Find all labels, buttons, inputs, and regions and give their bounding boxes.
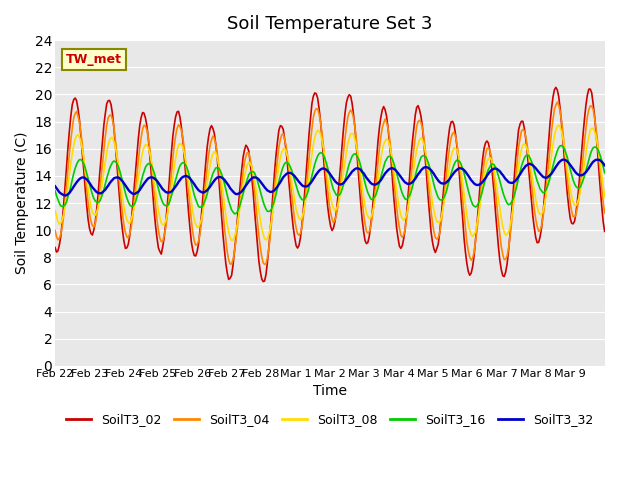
SoilT3_02 [259,279,267,285]
SoilT3_32 [335,181,343,187]
SoilT3_08 [228,238,236,243]
SoilT3_04 [526,166,534,171]
SoilT3_32 [599,160,607,166]
SoilT3_32 [61,192,69,198]
SoilT3_04 [444,154,452,160]
SoilT3_16 [599,164,607,169]
X-axis label: Time: Time [313,384,347,398]
Text: TW_met: TW_met [66,53,122,66]
SoilT3_16 [335,192,343,198]
Legend: SoilT3_02, SoilT3_04, SoilT3_08, SoilT3_16, SoilT3_32: SoilT3_02, SoilT3_04, SoilT3_08, SoilT3_… [61,408,598,432]
Line: SoilT3_02: SoilT3_02 [55,87,605,282]
Y-axis label: Soil Temperature (C): Soil Temperature (C) [15,132,29,274]
SoilT3_32 [526,161,534,167]
SoilT3_08 [601,194,609,200]
SoilT3_16 [601,170,609,176]
SoilT3_32 [444,178,452,183]
SoilT3_08 [335,197,343,203]
SoilT3_02 [552,84,560,90]
SoilT3_02 [87,230,95,236]
SoilT3_02 [526,182,534,188]
SoilT3_32 [88,184,96,190]
SoilT3_32 [51,183,59,189]
SoilT3_04 [70,115,77,120]
SoilT3_08 [444,170,452,176]
SoilT3_04 [599,200,607,205]
SoilT3_16 [87,186,95,192]
SoilT3_02 [599,219,607,225]
SoilT3_32 [601,162,609,168]
SoilT3_02 [335,179,343,185]
Title: Soil Temperature Set 3: Soil Temperature Set 3 [227,15,433,33]
SoilT3_02 [601,228,609,234]
SoilT3_08 [87,204,95,210]
SoilT3_16 [557,143,565,148]
SoilT3_08 [51,208,59,214]
Line: SoilT3_04: SoilT3_04 [55,102,605,264]
Line: SoilT3_32: SoilT3_32 [55,160,605,195]
SoilT3_04 [554,99,561,105]
SoilT3_04 [87,218,95,224]
SoilT3_08 [555,122,563,128]
SoilT3_02 [51,245,59,251]
SoilT3_08 [526,160,534,166]
SoilT3_02 [444,136,452,142]
SoilT3_16 [51,188,59,193]
SoilT3_08 [70,143,77,148]
SoilT3_16 [526,155,534,161]
SoilT3_32 [559,157,567,163]
SoilT3_02 [70,97,77,103]
SoilT3_32 [71,181,79,187]
Line: SoilT3_16: SoilT3_16 [55,145,605,214]
SoilT3_16 [444,181,452,187]
SoilT3_04 [260,262,268,267]
SoilT3_04 [601,210,609,216]
SoilT3_04 [335,192,343,198]
Line: SoilT3_08: SoilT3_08 [55,125,605,240]
SoilT3_16 [70,170,77,176]
SoilT3_04 [51,228,59,233]
SoilT3_08 [599,184,607,190]
SoilT3_16 [230,211,238,216]
